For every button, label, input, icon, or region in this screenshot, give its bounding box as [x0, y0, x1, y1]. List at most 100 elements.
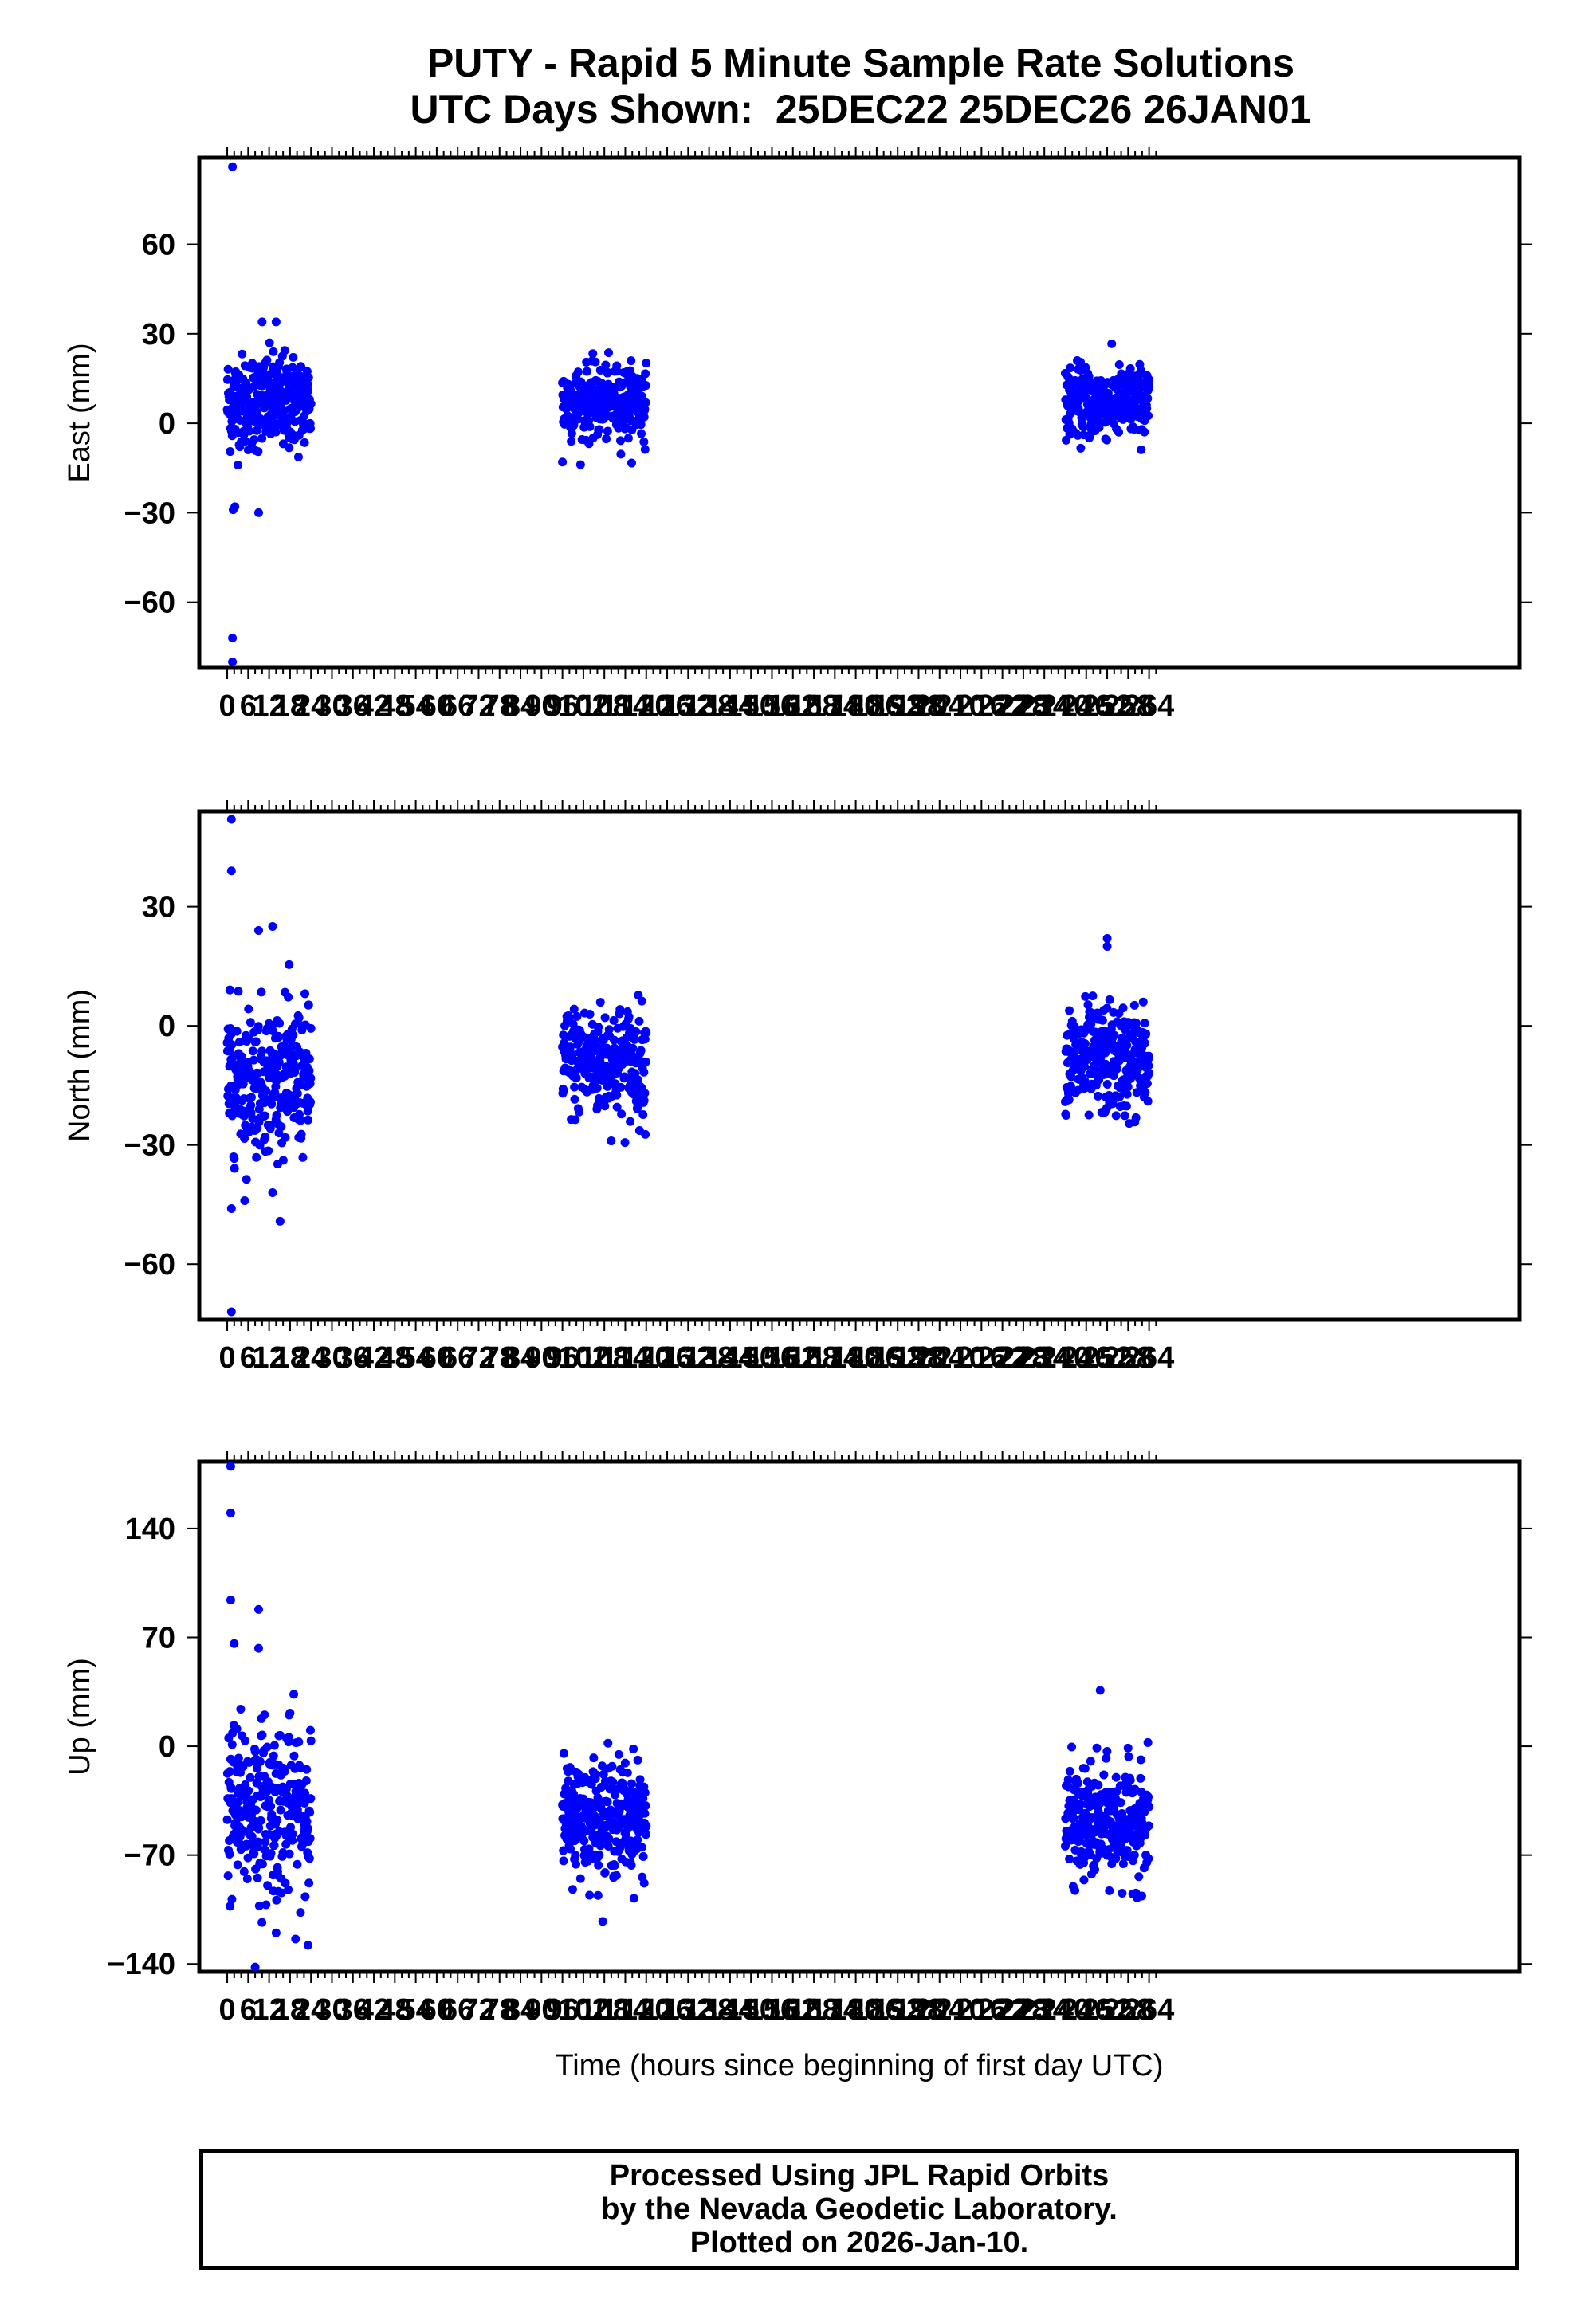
- data-point: [1125, 363, 1135, 373]
- data-point-outlier: [271, 317, 281, 327]
- x-tick-label: 150: [725, 1341, 776, 1375]
- data-point: [1086, 1019, 1096, 1029]
- data-point: [286, 1823, 296, 1832]
- data-point: [1086, 1757, 1095, 1766]
- data-point: [293, 1859, 302, 1869]
- data-point: [631, 1027, 641, 1036]
- data-point: [245, 426, 254, 436]
- data-point: [306, 1736, 316, 1745]
- data-point: [305, 424, 315, 434]
- data-point: [1136, 1755, 1145, 1765]
- data-point: [1081, 991, 1090, 1001]
- data-point: [1145, 375, 1154, 384]
- data-point: [1144, 1792, 1153, 1802]
- data-point: [304, 1941, 313, 1950]
- data-point: [246, 1093, 256, 1102]
- data-point: [278, 1156, 288, 1165]
- data-point: [255, 1757, 265, 1766]
- data-point: [300, 1788, 309, 1798]
- data-point: [599, 1769, 608, 1779]
- x-tick-label: 174: [810, 1341, 860, 1375]
- data-point: [1065, 1006, 1074, 1015]
- data-point: [559, 1856, 568, 1866]
- x-tick-label: 126: [642, 1993, 692, 2027]
- data-point: [1138, 997, 1148, 1007]
- data-point: [242, 1874, 252, 1883]
- data-point: [1069, 1813, 1078, 1823]
- x-tick-label: 156: [747, 1993, 797, 2027]
- data-point: [304, 1066, 314, 1075]
- data-point-outlier: [226, 866, 236, 876]
- x-tick-label: 36: [336, 1993, 370, 2027]
- data-point: [640, 445, 650, 454]
- data-point: [275, 1216, 285, 1226]
- x-tick-label: 132: [663, 1993, 713, 2027]
- data-point: [246, 1101, 256, 1110]
- data-point: [238, 349, 247, 359]
- data-point: [297, 363, 306, 372]
- data-point-outlier: [226, 1203, 236, 1213]
- data-point-outlier: [253, 508, 263, 517]
- data-point-outlier: [226, 1462, 235, 1471]
- x-tick-label: 24: [294, 1993, 328, 2027]
- data-point: [603, 1841, 613, 1851]
- data-point: [267, 1099, 277, 1109]
- data-point: [641, 369, 650, 379]
- y-tick-label: 30: [142, 891, 175, 924]
- data-point-outlier: [268, 922, 277, 932]
- data-point: [602, 434, 611, 444]
- data-point: [250, 1747, 260, 1757]
- data-point: [1110, 1030, 1119, 1040]
- data-point: [600, 1868, 610, 1878]
- data-point: [1116, 1798, 1125, 1808]
- data-point: [588, 349, 598, 359]
- data-point: [280, 1767, 289, 1776]
- data-point: [1121, 1101, 1131, 1111]
- x-tick-label: 264: [1124, 689, 1174, 723]
- x-tick-label: 162: [768, 1341, 818, 1375]
- data-point: [620, 1758, 630, 1768]
- x-tick-label: 30: [315, 689, 348, 723]
- data-point: [1062, 1110, 1071, 1120]
- data-point-outlier: [228, 162, 238, 171]
- data-point: [300, 1892, 310, 1902]
- x-tick-label: 186: [851, 1341, 901, 1375]
- x-tick-label: 0: [218, 1341, 235, 1375]
- x-tick-label: 48: [378, 1341, 411, 1375]
- data-point: [269, 347, 278, 356]
- data-point: [1123, 1082, 1133, 1092]
- data-point: [572, 1011, 582, 1021]
- data-point: [226, 447, 235, 457]
- data-point: [1140, 1831, 1149, 1840]
- x-tick-label: 132: [663, 689, 713, 723]
- data-point: [603, 1738, 613, 1748]
- data-point: [616, 1082, 626, 1092]
- data-point: [1111, 1111, 1121, 1121]
- x-tick-label: 42: [357, 689, 391, 723]
- data-point: [1122, 1041, 1132, 1050]
- data-point: [306, 399, 316, 409]
- data-point: [246, 1018, 255, 1027]
- data-point: [634, 1016, 644, 1026]
- data-point: [1124, 1752, 1133, 1761]
- data-point: [591, 357, 600, 367]
- data-point: [294, 1737, 304, 1747]
- x-tick-label: 246: [1061, 689, 1111, 723]
- data-point: [288, 1829, 297, 1839]
- data-point-outlier: [226, 1307, 236, 1317]
- x-tick-label: 246: [1061, 1993, 1111, 2027]
- data-point: [641, 1830, 650, 1839]
- data-point: [559, 1846, 568, 1855]
- data-point: [612, 1090, 622, 1100]
- data-points: [222, 815, 1154, 1317]
- data-point: [1141, 1088, 1150, 1097]
- data-point: [268, 1027, 277, 1036]
- data-point: [296, 1908, 305, 1918]
- data-point: [623, 434, 633, 443]
- x-tick-label: 234: [1019, 689, 1069, 723]
- data-point: [1083, 1000, 1093, 1010]
- data-point-outlier: [268, 1188, 277, 1197]
- y-tick-label: 0: [159, 1010, 175, 1043]
- footer-line-2: by the Nevada Geodetic Laboratory.: [601, 2192, 1118, 2226]
- data-point: [226, 1784, 236, 1793]
